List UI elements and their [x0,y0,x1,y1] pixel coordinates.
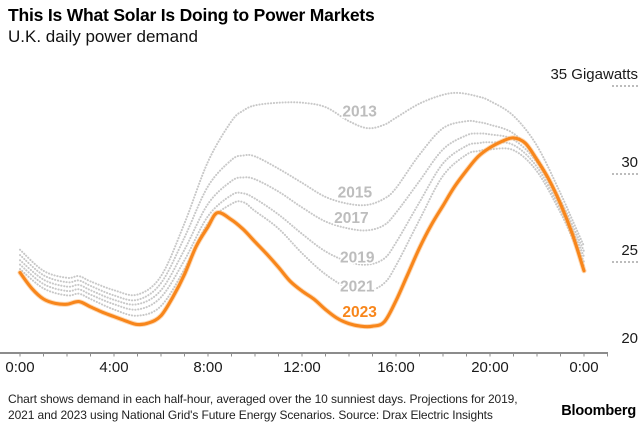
x-tick-label-400-1: 4:00 [99,359,128,376]
year-label-2023: 2023 [342,304,377,321]
year-label-2013: 2013 [342,104,377,121]
source-note-line1: Chart shows demand in each half-hour, av… [8,392,518,406]
source-note: Chart shows demand in each half-hour, av… [8,391,518,423]
y-tick-label-25: 25 [621,242,638,259]
x-tick-label-000-0: 0:00 [5,359,34,376]
series-line-2023 [18,136,586,329]
series-halo-2023 [17,135,587,330]
page-title: This Is What Solar Is Doing to Power Mar… [8,5,375,25]
year-label-2019: 2019 [340,250,375,267]
y-tick-label-30: 30 [621,154,638,171]
year-label-2017: 2017 [334,210,368,227]
series-line-2019 [19,141,585,311]
source-note-line2: 2021 and 2023 using National Grid's Futu… [8,408,493,422]
bloomberg-logo: Bloomberg [561,403,636,419]
x-tick-label-000-6: 0:00 [569,359,598,376]
y-tick-label-20: 20 [621,330,638,347]
x-tick-label-1600-4: 16:00 [377,359,415,376]
series-line-2015 [19,119,585,302]
x-tick-label-2000-5: 20:00 [471,359,509,376]
year-label-2015: 2015 [338,184,373,201]
series-line-2013 [19,91,585,297]
x-tick-label-800-2: 8:00 [193,359,222,376]
x-tick-label-1200-3: 12:00 [283,359,321,376]
y-tick-label-35: 35 Gigawatts [550,66,638,83]
year-label-2021: 2021 [340,279,375,296]
series-line-2017 [19,132,585,306]
chart-subtitle: U.K. daily power demand [8,27,198,46]
